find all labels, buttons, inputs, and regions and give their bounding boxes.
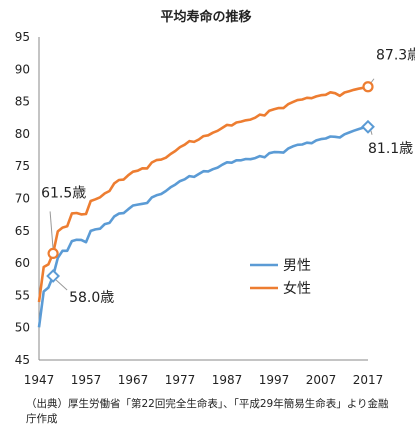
marker-diamond <box>46 269 61 283</box>
annotation-leader <box>55 279 68 291</box>
annotation-leader <box>370 78 375 84</box>
y-tick-label: 95 <box>15 30 30 44</box>
annotation-label: 81.1歳 <box>368 141 413 157</box>
annotation-leaders <box>49 78 375 291</box>
x-tick-label: 1987 <box>212 373 243 387</box>
annotation-label: 87.3歳 <box>376 48 415 64</box>
axes <box>38 37 368 361</box>
y-tick-label: 80 <box>15 127 30 141</box>
x-tick-label: 1957 <box>71 373 102 387</box>
series-line-0 <box>37 125 369 328</box>
marker-circle <box>47 247 59 260</box>
y-tick-label: 60 <box>15 256 30 270</box>
marker-diamond <box>361 119 375 134</box>
y-tick-label: 85 <box>15 95 30 109</box>
x-tick-labels: 1947 1957 1967 1977 1987 1997 2007 2017 <box>24 373 384 387</box>
annotation-label: 58.0歳 <box>69 290 114 306</box>
source-note: （出典）厚生労働省「第22回完全生命表」、「平成29年簡易生命表」より金融庁作成 <box>26 398 389 425</box>
legend-label: 男性 <box>283 258 311 274</box>
y-tick-label: 50 <box>15 321 30 335</box>
y-tick-label: 65 <box>15 224 30 238</box>
x-tick-label: 1947 <box>24 373 55 387</box>
x-tick-label: 1997 <box>259 373 290 387</box>
x-tick-label: 2007 <box>306 373 337 387</box>
annotation-leader <box>370 130 373 135</box>
series-line-1 <box>37 85 369 303</box>
x-tick-label: 1967 <box>118 373 149 387</box>
marker-circle <box>362 81 374 93</box>
annotation-label: 61.5歳 <box>41 185 86 201</box>
legend-label: 女性 <box>283 280 311 297</box>
annotation-leader <box>49 211 54 250</box>
annotations: 87.3歳 81.1歳 61.5歳 58.0歳 <box>41 48 415 306</box>
x-tick-label: 1977 <box>165 373 196 387</box>
chart-title: 平均寿命の推移 <box>160 9 251 25</box>
y-tick-label: 55 <box>15 288 30 302</box>
series-lines <box>37 85 369 328</box>
y-tick-label: 75 <box>15 159 30 173</box>
y-tick-label: 70 <box>15 192 30 206</box>
y-tick-labels: 45 50 55 60 65 70 75 80 85 90 95 <box>15 30 30 367</box>
y-tick-label: 45 <box>15 353 30 367</box>
endpoint-markers <box>46 81 375 283</box>
x-tick-label: 2017 <box>353 373 384 387</box>
y-tick-label: 90 <box>15 62 30 76</box>
